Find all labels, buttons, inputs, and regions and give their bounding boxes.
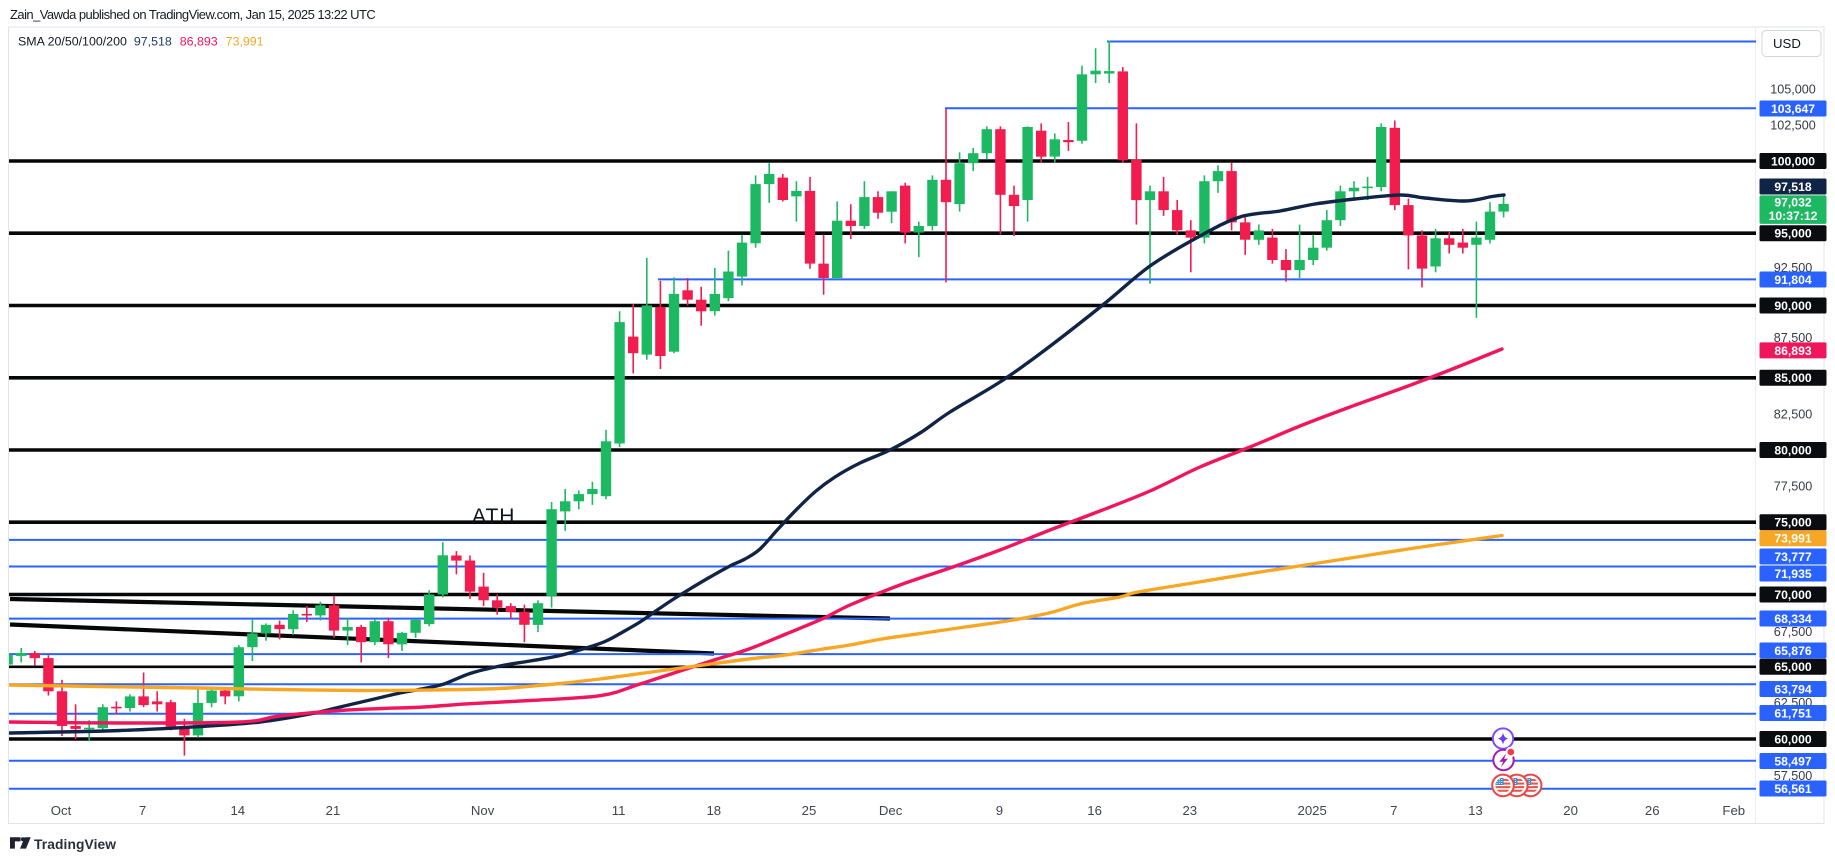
svg-text:Nov: Nov [471,803,495,818]
svg-text:75,000: 75,000 [1774,516,1811,530]
svg-text:20: 20 [1563,803,1578,818]
svg-text:Dec: Dec [879,803,903,818]
svg-text:100,000: 100,000 [1771,154,1815,168]
svg-text:25: 25 [802,803,817,818]
svg-text:86,893: 86,893 [1774,344,1811,358]
svg-text:60,000: 60,000 [1774,732,1811,746]
svg-text:7: 7 [1390,803,1397,818]
svg-text:16: 16 [1087,803,1102,818]
svg-text:14: 14 [230,803,245,818]
svg-text:USD: USD [1773,36,1801,51]
svg-text:9: 9 [996,803,1003,818]
svg-text:91,804: 91,804 [1774,273,1811,287]
svg-text:Zain_Vawda published on Tradin: Zain_Vawda published on TradingView.com,… [10,7,375,22]
svg-text:82,500: 82,500 [1774,408,1813,422]
svg-text:TradingView: TradingView [34,837,116,852]
svg-text:73,991: 73,991 [1774,532,1811,546]
svg-text:103,647: 103,647 [1771,102,1815,116]
svg-text:90,000: 90,000 [1774,299,1811,313]
svg-text:71,935: 71,935 [1774,567,1811,581]
svg-text:92,500: 92,500 [1774,261,1813,275]
svg-text:70,000: 70,000 [1774,588,1811,602]
svg-text:Feb: Feb [1722,803,1745,818]
svg-text:21: 21 [326,803,341,818]
svg-text:95,000: 95,000 [1774,227,1811,241]
svg-text:7: 7 [139,803,146,818]
svg-text:87,500: 87,500 [1774,331,1813,345]
svg-text:68,334: 68,334 [1774,612,1811,626]
svg-text:102,500: 102,500 [1770,119,1816,133]
svg-text:10:37:12: 10:37:12 [1769,209,1818,223]
svg-text:13: 13 [1468,803,1483,818]
svg-text:61,751: 61,751 [1774,706,1811,720]
svg-text:23: 23 [1182,803,1197,818]
svg-text:11: 11 [612,803,626,818]
svg-text:105,000: 105,000 [1770,83,1816,97]
svg-text:85,000: 85,000 [1774,371,1811,385]
svg-text:97,518: 97,518 [1774,180,1811,194]
svg-text:58,497: 58,497 [1774,754,1811,768]
svg-text:2025: 2025 [1298,803,1327,818]
svg-text:57,500: 57,500 [1774,769,1813,783]
svg-text:56,561: 56,561 [1774,782,1811,796]
svg-text:Oct: Oct [51,803,72,818]
svg-text:77,500: 77,500 [1774,480,1813,494]
svg-text:73,777: 73,777 [1774,550,1811,564]
svg-text:97,032: 97,032 [1774,195,1811,209]
svg-text:67,500: 67,500 [1774,625,1813,639]
svg-text:26: 26 [1645,803,1660,818]
svg-text:80,000: 80,000 [1774,443,1811,457]
svg-text:63,794: 63,794 [1774,682,1811,696]
svg-text:18: 18 [706,803,721,818]
svg-text:65,876: 65,876 [1774,644,1811,658]
svg-text:65,000: 65,000 [1774,660,1811,674]
svg-text:ATH: ATH [472,505,515,528]
